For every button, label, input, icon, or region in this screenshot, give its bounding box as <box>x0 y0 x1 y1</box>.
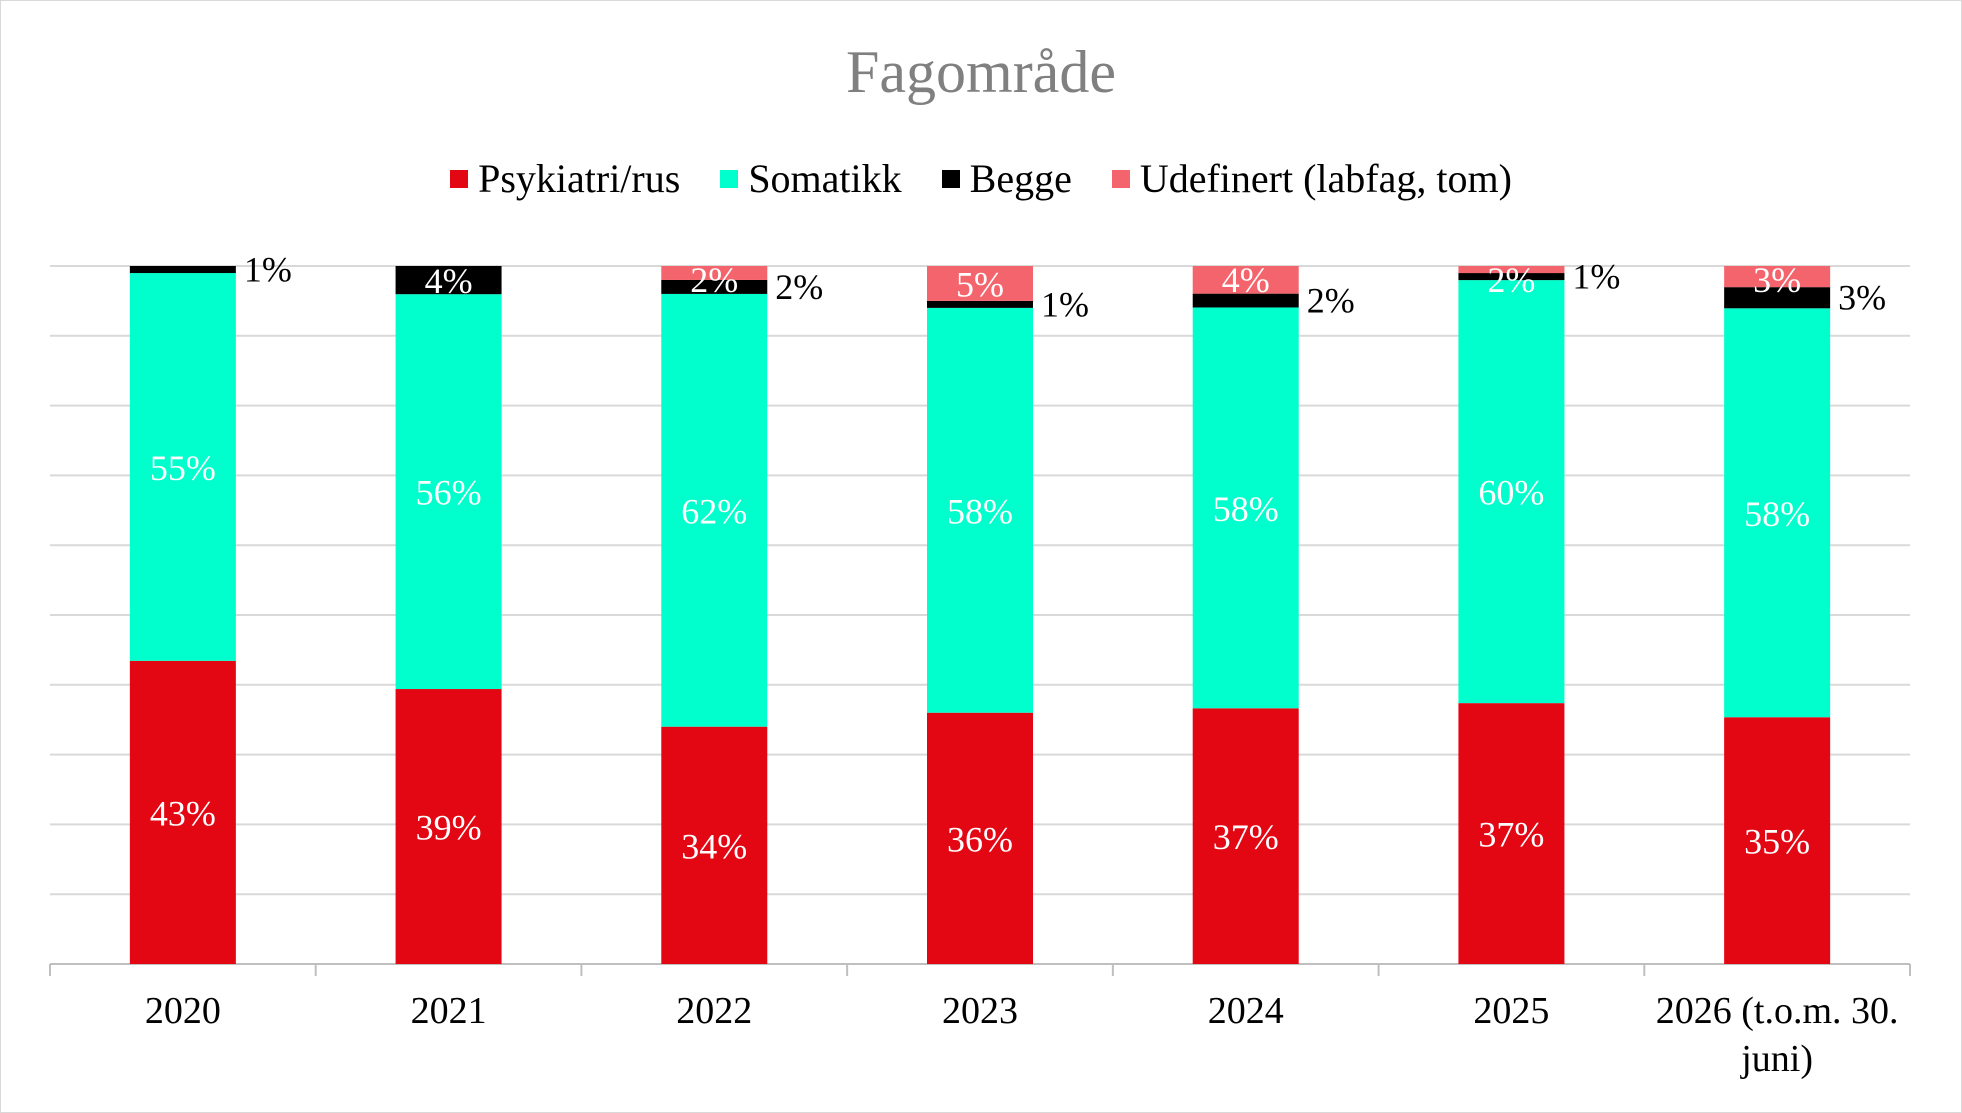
bar-segment <box>129 266 236 274</box>
data-label: 58% <box>947 491 1013 531</box>
bar-segment <box>661 279 768 294</box>
data-label: 4% <box>1222 260 1270 300</box>
x-tick-label: 2025 <box>1473 990 1549 1032</box>
legend-swatch-udefinert <box>1111 169 1130 188</box>
bar-segment <box>927 266 1033 301</box>
x-tick-label: 2020 <box>145 990 221 1032</box>
bar-segment <box>395 266 502 295</box>
legend-item-udefinert: Udefinert (labfag, tom) <box>1111 155 1512 202</box>
bar-segment <box>1458 280 1565 704</box>
x-tick-label: 2026 (t.o.m. 30. <box>1656 990 1899 1032</box>
legend-item-psykiatri: Psykiatri/rus <box>450 155 680 202</box>
bar-segment <box>1724 266 1831 288</box>
bar-segment <box>1724 308 1831 718</box>
data-label: 2% <box>775 267 823 307</box>
data-label: 58% <box>1744 494 1810 534</box>
x-tick-label: 2024 <box>1208 990 1284 1032</box>
legend-item-begge: Begge <box>941 155 1072 202</box>
bar-segment <box>1192 266 1299 294</box>
bar-segment <box>927 307 1033 713</box>
data-label: 55% <box>150 448 216 488</box>
data-label: 1% <box>244 250 292 290</box>
bar-segment <box>927 300 1033 308</box>
data-label: 37% <box>1478 815 1544 855</box>
legend-label-udefinert: Udefinert (labfag, tom) <box>1139 156 1512 201</box>
data-label: 34% <box>681 826 747 866</box>
legend-label-somatikk: Somatikk <box>748 156 902 201</box>
x-tick-label: juni) <box>1739 1038 1813 1080</box>
legend-item-somatikk: Somatikk <box>720 155 902 202</box>
bar-segment <box>129 273 236 661</box>
legend: Psykiatri/rus Somatikk Begge Udefinert (… <box>0 155 1962 202</box>
data-label: 36% <box>947 819 1013 859</box>
legend-label-psykiatri: Psykiatri/rus <box>478 156 681 201</box>
data-label: 56% <box>416 473 482 513</box>
data-label: 60% <box>1478 473 1544 513</box>
data-label: 37% <box>1213 817 1279 857</box>
chart-title: Fagområde <box>846 39 1116 105</box>
bar-segment <box>1458 266 1565 274</box>
data-label: 62% <box>681 491 747 531</box>
bar-segment <box>927 712 1033 964</box>
x-tick-label: 2021 <box>411 990 487 1032</box>
data-label: 1% <box>1572 257 1620 297</box>
data-label: 35% <box>1744 822 1810 862</box>
bar-segment <box>1458 703 1565 964</box>
bar-segment <box>395 294 502 690</box>
data-label: 2% <box>1487 260 1535 300</box>
data-label: 58% <box>1213 489 1279 529</box>
legend-swatch-begge <box>941 169 960 188</box>
legend-swatch-somatikk <box>720 169 739 188</box>
data-label: 4% <box>425 261 473 301</box>
data-label: 43% <box>150 793 216 833</box>
bar-segment <box>661 293 768 727</box>
data-label: 1% <box>1041 284 1089 324</box>
data-label: 2% <box>1307 281 1355 321</box>
bar-segment <box>1192 708 1299 964</box>
data-label: 3% <box>1753 260 1801 300</box>
x-tick-label: 2022 <box>676 990 752 1032</box>
data-label: 39% <box>416 808 482 848</box>
bar-segment <box>129 660 236 964</box>
legend-label-begge: Begge <box>969 156 1072 201</box>
x-tick-label: 2023 <box>942 990 1018 1032</box>
bar-segment <box>1192 293 1299 308</box>
data-label: 5% <box>956 264 1004 304</box>
bar-segment <box>661 266 768 280</box>
data-label: 2% <box>690 260 738 300</box>
data-label: 3% <box>1838 278 1886 318</box>
bar-segment <box>661 726 768 964</box>
bar-segment <box>1724 287 1831 309</box>
bar-segment <box>1458 273 1565 281</box>
bar-segment <box>395 689 502 964</box>
legend-swatch-psykiatri <box>450 169 469 188</box>
bar-segment <box>1192 307 1299 709</box>
bar-segment <box>1724 717 1831 964</box>
